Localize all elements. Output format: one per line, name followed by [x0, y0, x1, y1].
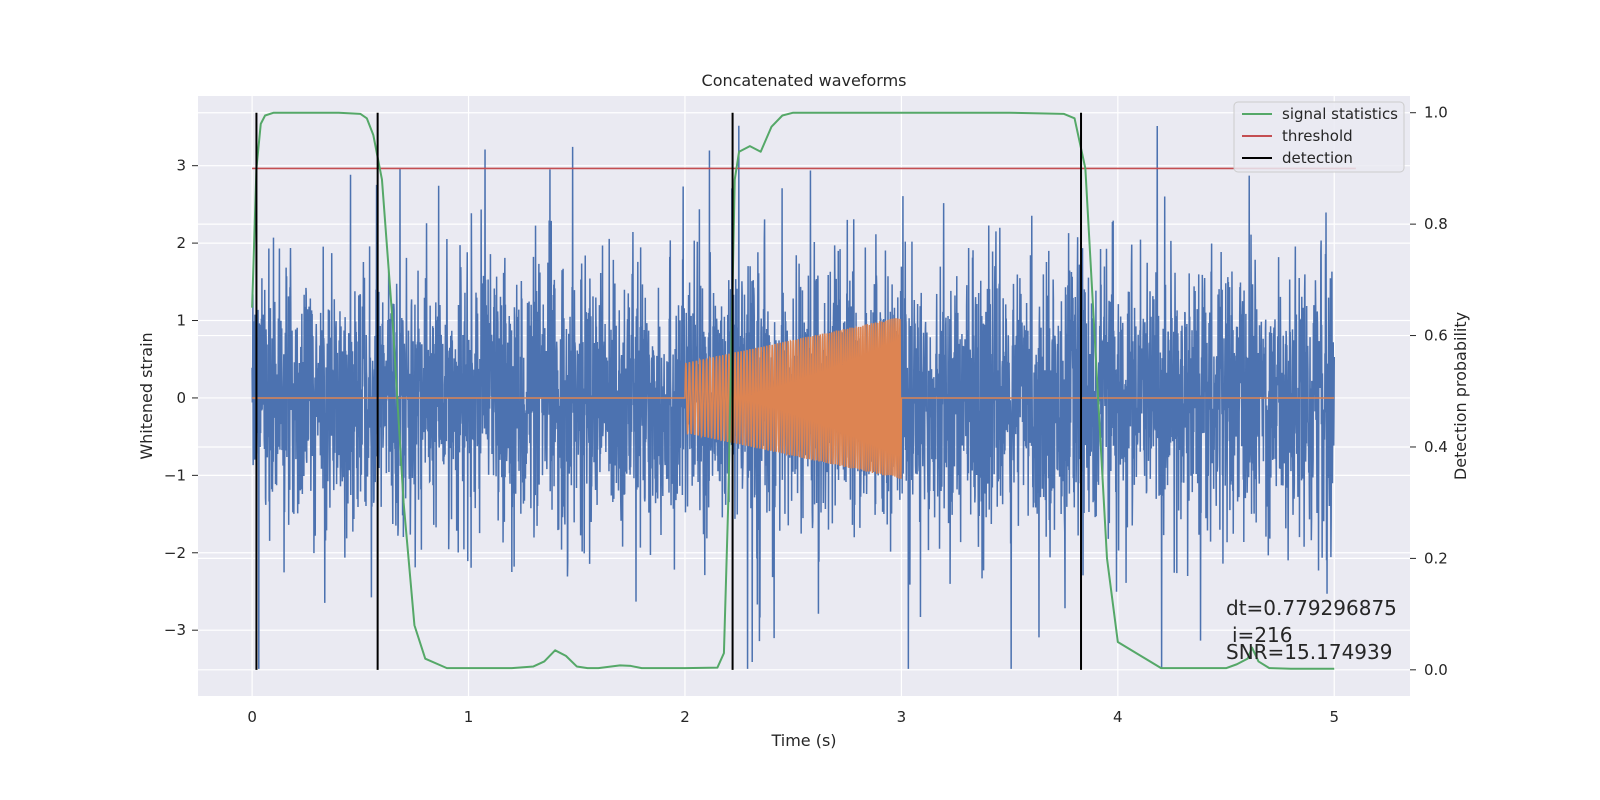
y-tick-label: 0 [176, 389, 186, 407]
legend-box [1233, 101, 1405, 173]
x-tick-label: 4 [1113, 708, 1123, 726]
y-right-tick-label: 0.4 [1424, 438, 1448, 456]
chart-title: Concatenated waveforms [702, 71, 907, 90]
y-tick-label: −3 [164, 621, 186, 639]
annotation-index: i=216 [1232, 623, 1293, 647]
legend: signal statistics threshold detection [1233, 101, 1405, 173]
x-tick-label: 1 [464, 708, 474, 726]
y-tick-label: 3 [176, 157, 186, 175]
y-tick-label: 1 [176, 312, 186, 330]
annotation-snr: SNR=15.174939 [1226, 640, 1392, 664]
y-tick-label: −1 [164, 466, 186, 484]
x-tick-label: 0 [247, 708, 257, 726]
strain-series-line [251, 125, 1335, 669]
plot-content [251, 111, 1356, 670]
annotation-dt: dt=0.779296875 [1226, 596, 1397, 620]
legend-label-detection: detection [1282, 149, 1353, 167]
x-tick-label: 2 [680, 708, 690, 726]
y-right-tick-label: 0.0 [1424, 661, 1448, 679]
detection-lines [255, 112, 1083, 670]
y-right-tick-label: 1.0 [1424, 104, 1448, 122]
axis-ticks: 0 1 2 3 4 5 −3 −2 −1 0 1 2 3 0.0 0.2 0.4 0.6 0.8 1.0 [164, 104, 1448, 726]
legend-label-threshold: threshold [1282, 127, 1353, 145]
y-right-tick-label: 0.2 [1424, 549, 1448, 567]
y-right-tick-label: 0.6 [1424, 327, 1448, 345]
y-axis-label: Whitened strain [137, 332, 156, 459]
x-tick-label: 3 [897, 708, 907, 726]
y-tick-label: −2 [164, 544, 186, 562]
x-tick-label: 5 [1329, 708, 1339, 726]
y-right-tick-label: 0.8 [1424, 215, 1448, 233]
y-axis-right-label: Detection probability [1451, 312, 1470, 480]
x-axis-label: Time (s) [770, 731, 836, 750]
signal-statistics-series-line [251, 111, 1335, 670]
y-tick-label: 2 [176, 234, 186, 252]
injection-series-line [252, 318, 1335, 479]
legend-label-signal-statistics: signal statistics [1282, 105, 1398, 123]
